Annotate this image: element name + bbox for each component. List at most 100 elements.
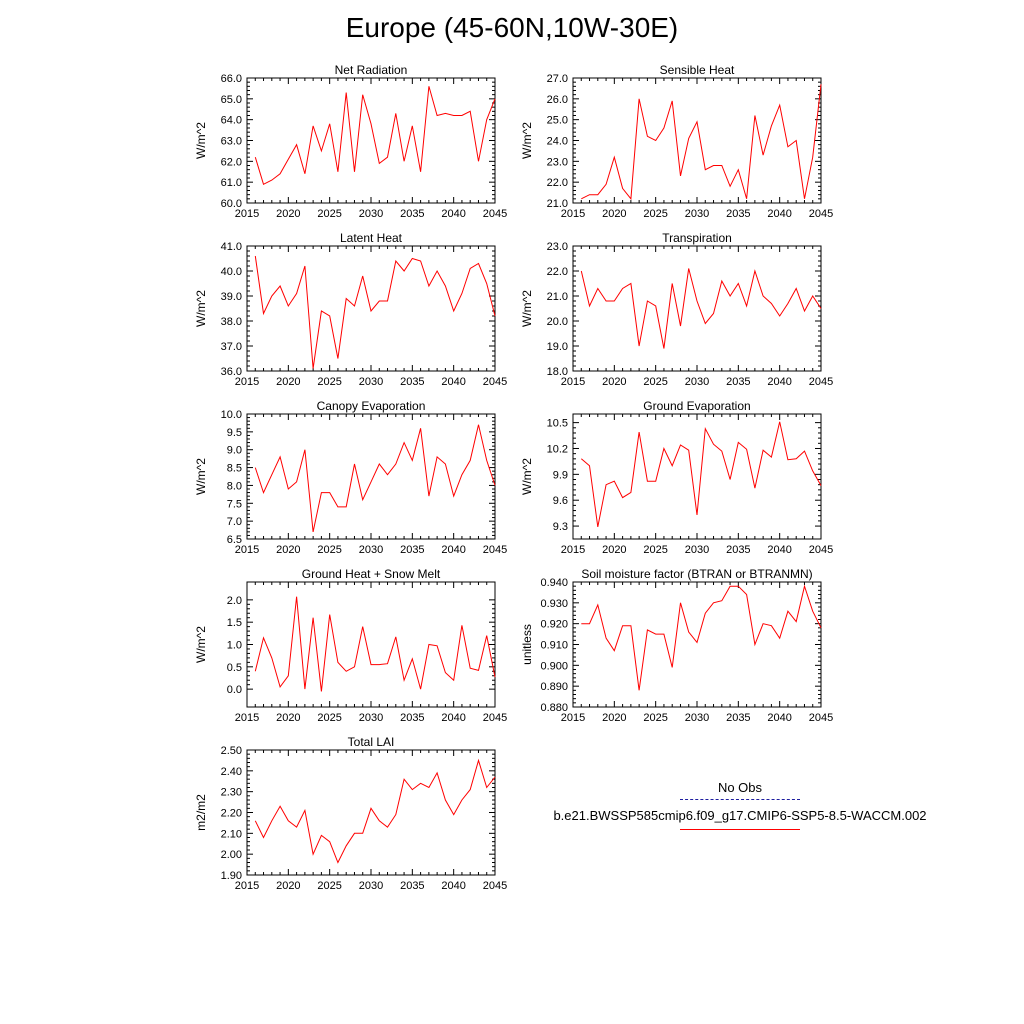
y-tick-label: 0.910 xyxy=(540,640,568,652)
x-tick-label: 2045 xyxy=(809,376,833,388)
series-line xyxy=(581,584,822,691)
x-tick-label: 2035 xyxy=(400,208,424,220)
x-tick-label: 2015 xyxy=(561,544,585,556)
x-tick-label: 2015 xyxy=(235,712,259,724)
x-tick-label: 2045 xyxy=(483,376,507,388)
x-tick-label: 2025 xyxy=(317,208,341,220)
y-axis-label: W/m^2 xyxy=(194,458,208,495)
x-tick-label: 2030 xyxy=(685,544,709,556)
plot-frame xyxy=(246,245,496,372)
series-line xyxy=(580,268,822,349)
y-axis-label: m2/m2 xyxy=(194,794,208,831)
y-axis-label: W/m^2 xyxy=(194,626,208,663)
y-tick-label: 24.0 xyxy=(547,136,568,148)
y-tick-label: 2.00 xyxy=(221,849,242,861)
y-tick-label: 61.0 xyxy=(221,177,242,189)
y-tick-label: 9.9 xyxy=(553,469,568,481)
x-tick-label: 2030 xyxy=(359,544,383,556)
y-tick-label: 0.940 xyxy=(540,577,568,589)
y-tick-label: 8.0 xyxy=(227,480,242,492)
page-title: Europe (45-60N,10W-30E) xyxy=(345,12,679,43)
x-tick-label: 2025 xyxy=(317,544,341,556)
panel-title: Latent Heat xyxy=(340,231,403,245)
y-tick-label: 10.0 xyxy=(221,409,242,421)
y-axis-label: W/m^2 xyxy=(194,122,208,159)
x-tick-label: 2035 xyxy=(726,376,750,388)
legend-obs-label: No Obs xyxy=(717,780,763,795)
y-tick-label: 40.0 xyxy=(221,266,242,278)
y-tick-label: 38.0 xyxy=(221,316,242,328)
x-tick-label: 2045 xyxy=(483,712,507,724)
y-tick-label: 26.0 xyxy=(547,94,568,106)
x-tick-label: 2025 xyxy=(317,880,341,892)
panel-title: Ground Heat + Snow Melt xyxy=(302,567,441,581)
x-tick-label: 2045 xyxy=(809,208,833,220)
y-tick-label: 65.0 xyxy=(221,94,242,106)
y-tick-label: 6.5 xyxy=(227,534,242,546)
series-line xyxy=(254,424,496,533)
x-tick-label: 2015 xyxy=(561,376,585,388)
series-line xyxy=(254,596,496,692)
plot-frame xyxy=(246,749,496,876)
y-tick-label: 9.6 xyxy=(553,495,568,507)
y-tick-label: 2.40 xyxy=(221,766,242,778)
x-tick-label: 2040 xyxy=(767,376,791,388)
y-tick-label: 22.0 xyxy=(547,177,568,189)
x-tick-label: 2045 xyxy=(483,544,507,556)
y-tick-label: 2.30 xyxy=(221,787,242,799)
panel-title: Total LAI xyxy=(348,735,395,749)
y-tick-label: 9.0 xyxy=(227,445,242,457)
y-tick-label: 2.10 xyxy=(221,828,242,840)
y-tick-label: 7.5 xyxy=(227,498,242,510)
y-tick-label: 0.5 xyxy=(227,662,242,674)
series-line xyxy=(581,84,822,201)
y-axis-label: W/m^2 xyxy=(520,458,534,495)
panel-title: Canopy Evaporation xyxy=(317,399,426,413)
series-line xyxy=(580,421,822,527)
panel-title: Net Radiation xyxy=(335,63,408,77)
x-tick-label: 2020 xyxy=(602,376,626,388)
x-tick-label: 2020 xyxy=(276,712,300,724)
y-tick-label: 21.0 xyxy=(547,291,568,303)
x-tick-label: 2045 xyxy=(809,544,833,556)
plot-frame xyxy=(246,581,496,708)
y-tick-label: 66.0 xyxy=(221,73,242,85)
x-tick-label: 2025 xyxy=(643,712,667,724)
x-tick-label: 2040 xyxy=(441,880,465,892)
chart-panel-6: Ground Heat + Snow Melt W/m^2 2015 2020 2025… xyxy=(194,567,507,724)
y-tick-label: 27.0 xyxy=(547,73,568,85)
chart-panel-8: Total LAI m2/m2 2015 2020 2025 2030 2035 2040 20… xyxy=(194,735,507,892)
x-tick-label: 2015 xyxy=(561,712,585,724)
x-tick-label: 2030 xyxy=(359,712,383,724)
y-tick-label: 0.0 xyxy=(227,684,242,696)
y-tick-label: 0.880 xyxy=(540,702,568,714)
legend: No Obs b.e21.BWSSP585cmip6.f09_g17.CMIP6… xyxy=(530,780,950,830)
chart-panel-2: Latent Heat W/m^2 2015 2020 2025 2030 2035 2040… xyxy=(194,231,507,388)
x-tick-label: 2045 xyxy=(809,712,833,724)
x-tick-label: 2030 xyxy=(685,376,709,388)
series-line xyxy=(254,758,496,864)
x-tick-label: 2020 xyxy=(276,880,300,892)
y-tick-label: 22.0 xyxy=(547,266,568,278)
y-tick-label: 7.0 xyxy=(227,516,242,528)
y-tick-label: 62.0 xyxy=(221,156,242,168)
y-tick-label: 39.0 xyxy=(221,291,242,303)
x-tick-label: 2020 xyxy=(276,544,300,556)
y-tick-label: 23.0 xyxy=(547,156,568,168)
chart-panel-1: Sensible Heat W/m^2 2015 2020 2025 2030 2035 20… xyxy=(520,63,833,220)
y-axis-label: W/m^2 xyxy=(520,122,534,159)
y-tick-label: 2.0 xyxy=(227,595,242,607)
plot-frame xyxy=(246,413,496,540)
y-axis-label: W/m^2 xyxy=(194,290,208,327)
y-tick-label: 19.0 xyxy=(547,341,568,353)
x-tick-label: 2015 xyxy=(235,544,259,556)
x-tick-label: 2040 xyxy=(441,712,465,724)
chart-panel-5: Ground Evaporation W/m^2 2015 2020 2025 2030 2… xyxy=(520,399,833,556)
y-tick-label: 0.890 xyxy=(540,681,568,693)
y-tick-label: 23.0 xyxy=(547,241,568,253)
x-tick-label: 2030 xyxy=(359,376,383,388)
y-tick-label: 9.3 xyxy=(553,521,568,533)
y-tick-label: 2.20 xyxy=(221,808,242,820)
x-tick-label: 2015 xyxy=(235,208,259,220)
